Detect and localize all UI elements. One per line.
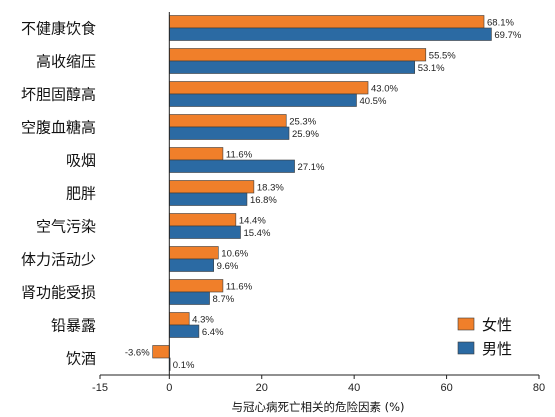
value-label: 9.6% xyxy=(217,261,239,272)
x-tick-label: 80 xyxy=(533,382,545,394)
legend-label: 男性 xyxy=(482,340,512,358)
bar-female xyxy=(169,15,485,29)
bar-male xyxy=(169,93,357,107)
x-tick-label: 20 xyxy=(256,382,268,394)
value-label: 55.5% xyxy=(429,51,456,62)
value-label: 15.4% xyxy=(243,228,270,239)
category-label: 肾功能受损 xyxy=(21,284,96,302)
x-tick-label: 0 xyxy=(166,382,172,394)
value-label: 53.1% xyxy=(418,63,445,74)
bar-male xyxy=(169,291,210,305)
bar-female xyxy=(152,345,170,359)
value-label: 10.6% xyxy=(221,249,248,260)
x-axis-title: 与冠心病死亡相关的危险因素 (%) xyxy=(231,400,404,414)
bar-female xyxy=(169,213,237,227)
category-label: 饮酒 xyxy=(66,350,96,368)
bar-male xyxy=(169,60,415,74)
bar-female xyxy=(169,180,255,194)
value-label: 16.8% xyxy=(250,195,277,206)
category-label: 高收缩压 xyxy=(36,53,96,71)
value-label: -3.6% xyxy=(125,348,150,359)
value-label: 68.1% xyxy=(487,18,514,29)
bar-male xyxy=(169,324,200,338)
value-label: 40.5% xyxy=(359,96,386,107)
category-label: 不健康饮食 xyxy=(21,20,96,38)
category-label: 吸烟 xyxy=(66,152,96,170)
x-tick-label: 60 xyxy=(440,382,452,394)
bar-female xyxy=(169,246,219,260)
x-tick-label: -15 xyxy=(92,382,108,394)
value-label: 18.3% xyxy=(257,183,284,194)
bar-female xyxy=(169,312,190,326)
category-label: 体力活动少 xyxy=(21,251,96,269)
value-label: 69.7% xyxy=(494,30,521,41)
x-tick-label: 40 xyxy=(348,382,360,394)
category-label: 坏胆固醇高 xyxy=(21,86,96,104)
bar-female xyxy=(169,114,287,128)
bar-female xyxy=(169,279,224,293)
category-label: 空气污染 xyxy=(36,218,96,236)
bar-female xyxy=(169,147,224,161)
bar-male xyxy=(169,126,290,140)
value-label: 27.1% xyxy=(298,162,325,173)
value-label: 11.6% xyxy=(226,150,253,161)
legend-swatch xyxy=(457,341,475,355)
category-label: 肥胖 xyxy=(66,185,96,203)
category-label: 空腹血糖高 xyxy=(21,119,96,137)
bar-male xyxy=(169,225,241,239)
value-label: 8.7% xyxy=(213,294,235,305)
bar-male xyxy=(169,192,248,206)
value-label: 43.0% xyxy=(371,84,398,95)
value-label: 0.1% xyxy=(173,360,195,371)
category-label: 铅暴露 xyxy=(51,317,96,335)
bar-female xyxy=(169,48,427,62)
bar-male xyxy=(169,258,214,272)
bar-female xyxy=(169,81,369,95)
value-label: 25.3% xyxy=(289,117,316,128)
legend-label: 女性 xyxy=(482,316,512,334)
labels-layer: 不健康饮食 68.1%69.7%高收缩压 55.5%53.1%坏胆固醇高 43.0%4… xyxy=(21,18,522,372)
value-label: 25.9% xyxy=(292,129,319,140)
value-label: 4.3% xyxy=(192,315,214,326)
value-label: 6.4% xyxy=(202,327,224,338)
value-label: 14.4% xyxy=(239,216,266,227)
bar-male xyxy=(169,27,492,41)
legend-swatch xyxy=(457,317,475,331)
bar-male xyxy=(169,159,295,173)
value-label: 11.6% xyxy=(226,282,253,293)
axes-layer: -15 0 20 40 60 80 与冠心病死亡相关的危险因素 (%) xyxy=(92,12,545,414)
